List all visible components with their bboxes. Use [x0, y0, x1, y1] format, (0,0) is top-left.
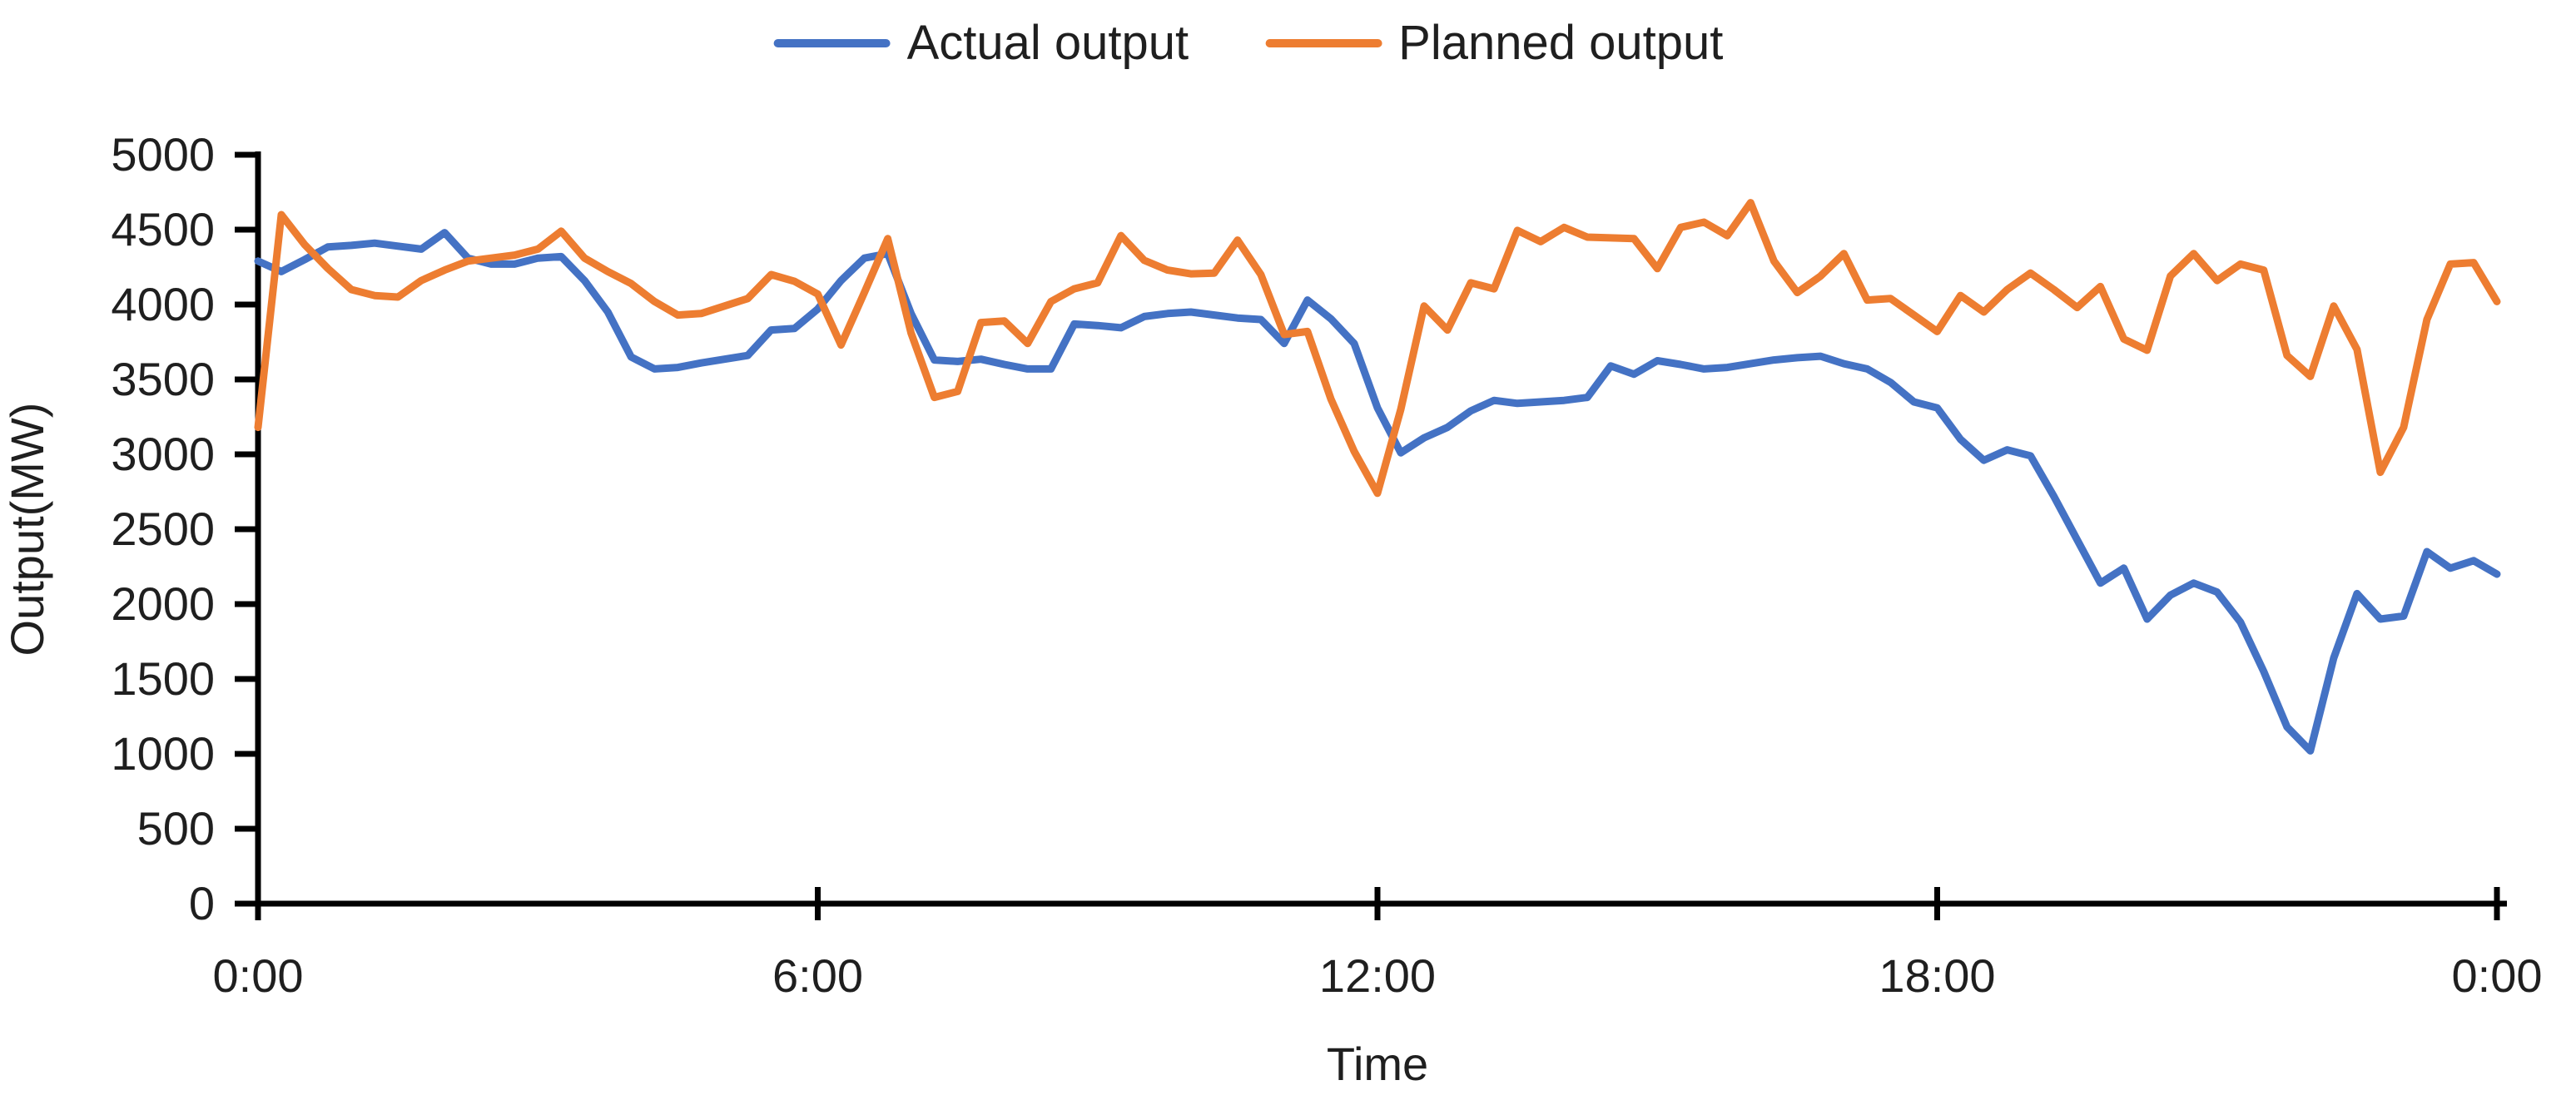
svg-text:6:00: 6:00 — [772, 949, 863, 1002]
legend: Actual output Planned output — [773, 15, 1723, 71]
x-axis-title: Time — [1327, 1038, 1428, 1090]
actual-output-line — [254, 229, 2501, 755]
svg-text:3000: 3000 — [111, 428, 215, 480]
svg-text:3500: 3500 — [111, 353, 215, 405]
axis-tick-labels: 0 500 1000 1500 2000 2500 3000 3500 4000 4500 5000… — [111, 128, 2542, 1002]
svg-text:0:00: 0:00 — [2452, 949, 2543, 1002]
svg-text:4500: 4500 — [111, 203, 215, 255]
svg-text:5000: 5000 — [111, 128, 215, 181]
legend-item-planned: Planned output — [1265, 15, 1723, 71]
svg-text:1500: 1500 — [111, 652, 215, 705]
legend-item-actual: Actual output — [773, 15, 1189, 71]
svg-text:0:00: 0:00 — [213, 949, 304, 1002]
svg-text:4000: 4000 — [111, 278, 215, 330]
svg-text:2000: 2000 — [111, 577, 215, 630]
svg-text:500: 500 — [137, 802, 215, 855]
svg-text:12:00: 12:00 — [1319, 949, 1436, 1002]
y-axis-title: Output(MW) — [1, 403, 53, 657]
svg-text:0: 0 — [189, 877, 215, 929]
axis-ticks — [235, 151, 2500, 920]
svg-text:1000: 1000 — [111, 727, 215, 780]
svg-text:18:00: 18:00 — [1879, 949, 1995, 1002]
legend-label-planned: Planned output — [1398, 16, 1724, 70]
planned-output-line — [254, 199, 2501, 498]
svg-text:2500: 2500 — [111, 503, 215, 555]
legend-label-actual: Actual output — [906, 16, 1189, 70]
planned-line-swatch-icon — [1265, 38, 1382, 47]
actual-line-swatch-icon — [773, 38, 891, 47]
